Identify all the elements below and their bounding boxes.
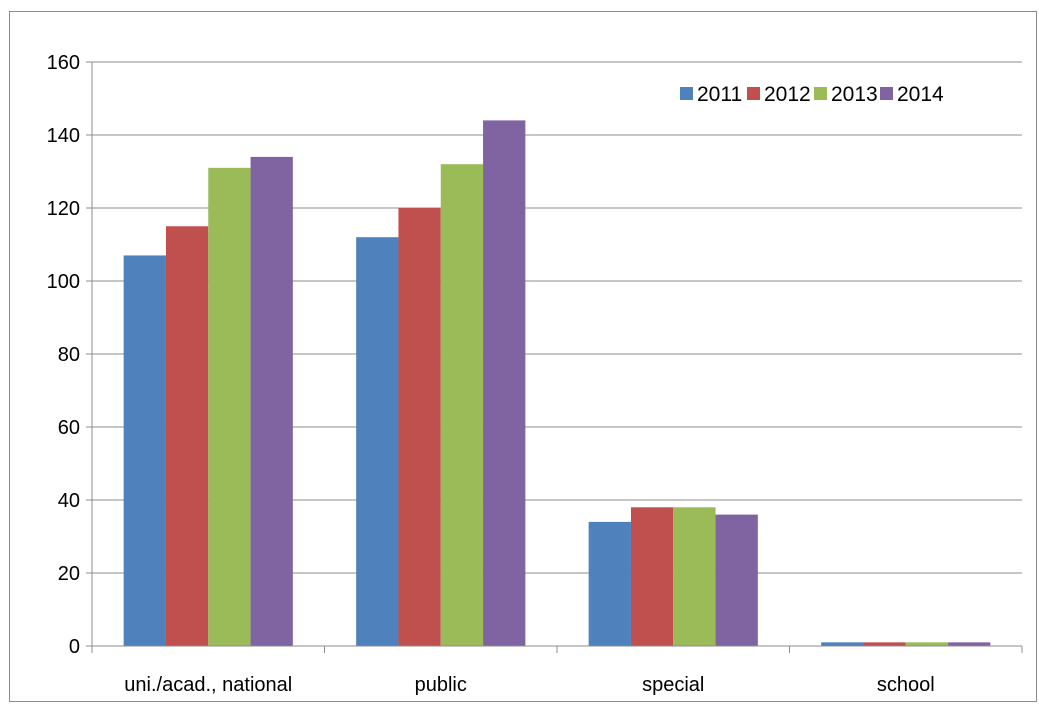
bar-2012-1 — [398, 208, 441, 646]
bar-2014-2 — [715, 514, 758, 646]
y-tick-label: 0 — [69, 636, 80, 658]
bar-2012-0 — [165, 226, 209, 646]
bar-2011-2 — [588, 521, 631, 646]
legend-label-2014: 2014 — [897, 83, 944, 106]
y-tick-labels: 0 20 40 60 80 100 120 140 160 — [47, 52, 80, 658]
y-tick-label: 120 — [47, 198, 80, 220]
legend-label-2011: 2011 — [697, 83, 742, 106]
bar-2013-1 — [440, 164, 484, 646]
bar-2013-2 — [673, 507, 716, 646]
bar-2011-3 — [821, 642, 864, 646]
legend-swatch-2012 — [747, 87, 760, 100]
y-tick-label: 160 — [47, 52, 80, 74]
legend-swatch-2011 — [680, 87, 693, 100]
legend-swatch-2013 — [814, 87, 827, 100]
x-tick-label: uni./acad., national — [124, 674, 292, 696]
x-tick-label: school — [877, 674, 935, 696]
bar-2014-1 — [483, 120, 526, 646]
x-tick-labels: uni./acad., national public special school — [124, 674, 934, 696]
y-tick-label: 140 — [47, 125, 80, 147]
axes — [86, 61, 1023, 653]
bar-2013-0 — [208, 167, 251, 646]
y-tick-label: 80 — [58, 344, 80, 366]
y-tick-label: 40 — [58, 490, 80, 512]
bar-2012-3 — [863, 642, 906, 646]
x-tick-label: special — [642, 674, 704, 696]
bar-2012-2 — [630, 507, 674, 646]
legend-label-2012: 2012 — [764, 83, 811, 106]
y-tick-label: 60 — [58, 417, 80, 439]
legend-swatch-2014 — [880, 87, 893, 100]
bar-2014-3 — [948, 642, 991, 646]
legend-label-2013: 2013 — [831, 83, 878, 106]
legend: 2011 2012 2013 2014 — [680, 83, 944, 106]
bar-2011-0 — [123, 255, 166, 646]
bar-2011-1 — [356, 237, 399, 646]
bars — [123, 120, 991, 646]
y-tick-label: 20 — [58, 563, 80, 585]
y-tick-label: 100 — [47, 271, 80, 293]
x-tick-label: public — [415, 674, 467, 696]
bar-2014-0 — [250, 156, 293, 646]
bar-2013-3 — [905, 642, 949, 646]
